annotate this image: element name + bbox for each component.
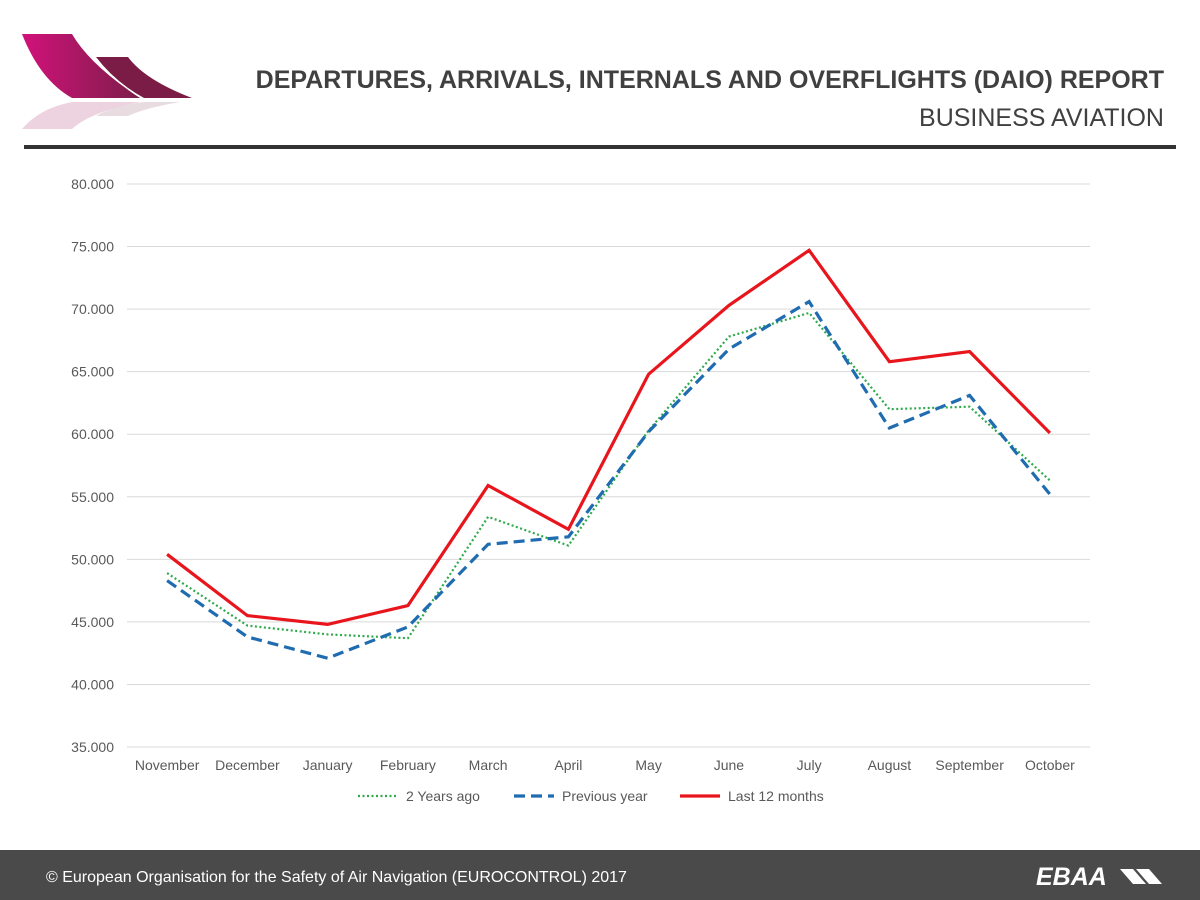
x-tick-label: October [1025,757,1075,773]
y-tick-label: 75.000 [71,239,114,255]
x-axis-ticks: November December January February March Apri… [135,757,1075,773]
series-line-previous-year [166,299,1052,660]
y-axis-ticks: 35.000 40.000 45.000 50.000 55.000 60.000 65.0… [71,176,114,755]
legend-label: Previous year [562,788,648,804]
x-tick-label: August [868,757,912,773]
legend-item: Last 12 months [680,788,824,804]
y-tick-label: 50.000 [71,551,114,567]
x-tick-label: May [635,757,661,773]
y-tick-label: 35.000 [71,739,114,755]
x-tick-label: November [135,757,200,773]
y-tick-label: 60.000 [71,426,114,442]
copyright-text: © European Organisation for the Safety o… [46,869,627,886]
logo-tail-front [22,34,140,98]
series-lines [166,248,1052,660]
logo [22,34,192,129]
legend-label: 2 Years ago [406,788,480,804]
series-line-last-12-months [166,248,1052,627]
x-tick-label: September [935,757,1004,773]
x-tick-label: February [380,757,436,773]
y-tick-label: 80.000 [71,176,114,192]
legend-item: Previous year [514,788,648,804]
footer-bar: © European Organisation for the Safety o… [0,850,1200,900]
report-subtitle: BUSINESS AVIATION [919,104,1164,132]
y-tick-label: 70.000 [71,301,114,317]
logo-reflection-front [22,102,140,129]
x-tick-label: June [714,757,745,773]
series-line-2-years-ago [166,311,1051,640]
y-tick-label: 45.000 [71,614,114,630]
y-tick-label: 55.000 [71,489,114,505]
x-tick-label: January [303,757,353,773]
header-divider [24,145,1176,149]
ebaa-logo: EBAA [1036,863,1162,890]
logo-reflection-back [96,102,180,116]
x-tick-label: March [469,757,508,773]
y-tick-label: 65.000 [71,364,114,380]
ebaa-logo-text: EBAA [1036,863,1107,890]
legend: 2 Years ago Previous year Last 12 months [358,788,824,804]
line-chart: 35.000 40.000 45.000 50.000 55.000 60.000 65.0… [71,176,1090,804]
report-title: DEPARTURES, ARRIVALS, INTERNALS AND OVER… [255,66,1164,94]
logo-tail-back [96,57,192,98]
legend-item: 2 Years ago [358,788,480,804]
x-tick-label: April [554,757,582,773]
x-tick-label: July [797,757,822,773]
x-tick-label: December [215,757,280,773]
gridlines [127,183,1090,748]
y-tick-label: 40.000 [71,676,114,692]
legend-label: Last 12 months [728,788,824,804]
